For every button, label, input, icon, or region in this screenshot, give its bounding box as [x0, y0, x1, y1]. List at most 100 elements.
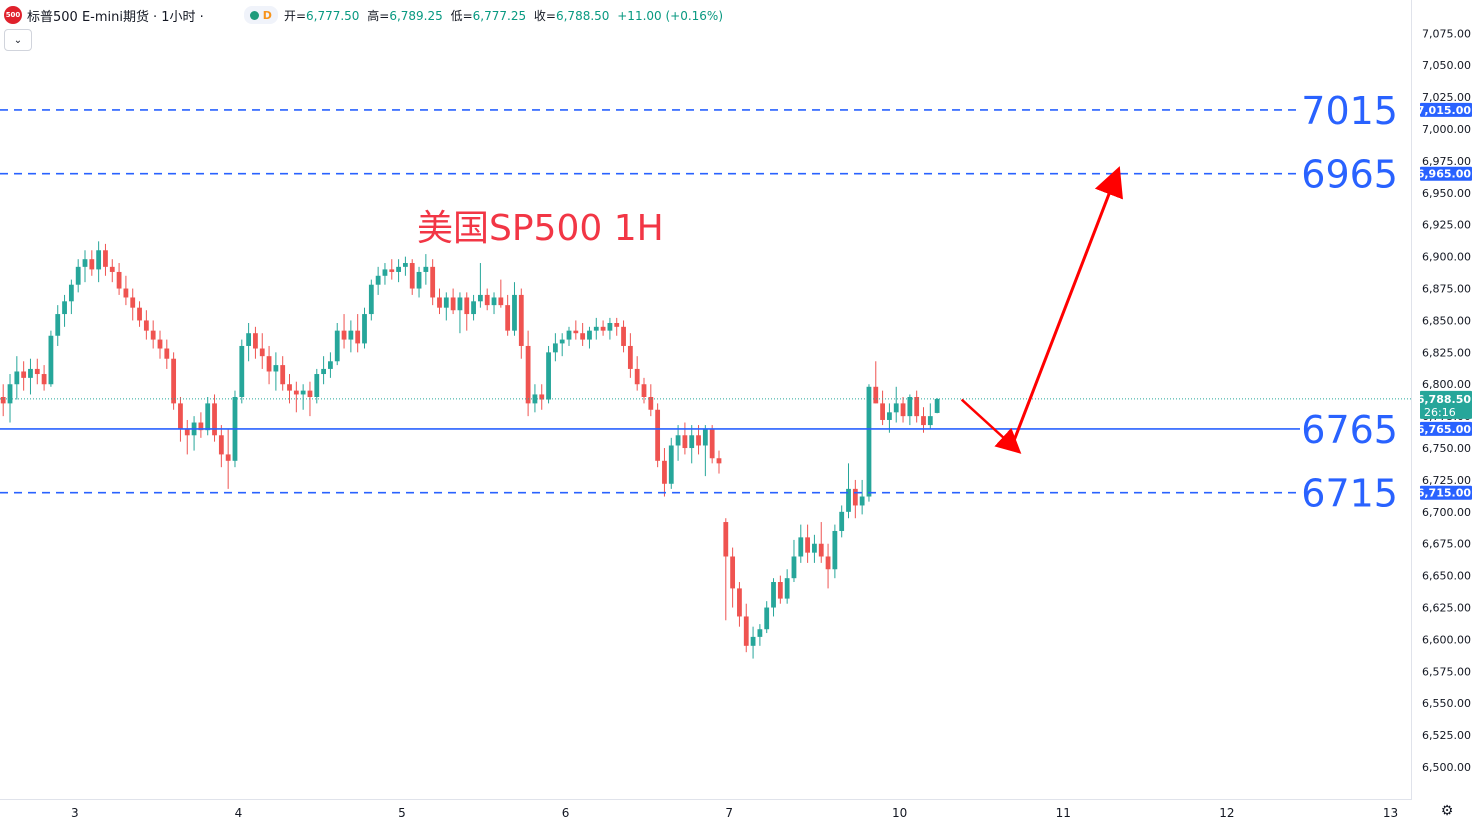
candle-body — [89, 259, 95, 270]
candle — [709, 425, 715, 464]
candle-body — [109, 266, 115, 272]
axis-level-label: 6,765.00 — [1417, 423, 1472, 436]
candle-body — [396, 266, 401, 272]
price-tick-label: 7,000.00 — [1422, 123, 1471, 136]
candle — [900, 397, 906, 423]
candle — [689, 425, 695, 464]
candle-body — [368, 284, 374, 315]
candle-body — [593, 326, 599, 331]
candle-body — [287, 384, 292, 391]
candle — [48, 330, 54, 387]
time-tick-label: 4 — [235, 806, 243, 820]
candle — [675, 425, 681, 461]
candle — [55, 305, 61, 346]
candle-body — [682, 435, 688, 449]
time-tick-label: 11 — [1056, 806, 1071, 820]
candle — [89, 250, 95, 276]
candle-body — [525, 345, 531, 404]
candle — [150, 320, 156, 349]
candle-body — [300, 390, 306, 395]
candle-body — [328, 361, 333, 369]
settings-gear-icon[interactable]: ⚙ — [1440, 803, 1454, 819]
candle — [784, 569, 790, 604]
candle-body — [409, 263, 415, 289]
candle-body — [293, 390, 299, 395]
candle-body — [812, 543, 817, 553]
candle-body — [7, 384, 13, 404]
candle-body — [764, 607, 770, 630]
time-tick-label: 3 — [71, 806, 79, 820]
axis-level-badge — [1420, 102, 1472, 117]
candle — [253, 326, 258, 359]
candle-body — [730, 556, 736, 589]
price-tick-label: 7,050.00 — [1422, 59, 1471, 72]
open-label: 开= — [283, 8, 306, 23]
candle — [7, 374, 13, 423]
candle-body — [341, 330, 347, 340]
candle — [0, 384, 6, 417]
candle-body — [55, 314, 61, 336]
candle — [566, 326, 572, 346]
time-tick-label: 12 — [1219, 806, 1234, 820]
candle-body — [443, 297, 449, 308]
candle-body — [491, 297, 497, 306]
candle-body — [21, 371, 27, 378]
axis-level-badge — [1420, 166, 1472, 181]
candle — [777, 575, 783, 604]
candle-body — [921, 416, 926, 426]
candle — [771, 578, 776, 617]
candle-body — [784, 578, 790, 599]
collapse-legend-button[interactable]: ⌄ — [4, 29, 32, 51]
candle — [546, 345, 551, 404]
candle — [668, 437, 674, 489]
candle-body — [675, 435, 681, 446]
candle-body — [430, 266, 436, 298]
candle-body — [362, 314, 367, 344]
close-value: 6,788.50 — [555, 8, 610, 23]
candle-body — [164, 348, 170, 359]
candle — [825, 543, 831, 589]
change-value: +11.00 (+0.16%) — [617, 8, 724, 23]
candle — [791, 539, 797, 583]
candle — [184, 419, 190, 455]
candle-body — [259, 348, 265, 357]
candle — [443, 292, 449, 321]
candle-body — [143, 320, 149, 331]
candle-body — [130, 297, 136, 308]
market-status-pill[interactable]: D — [243, 6, 278, 24]
candle-body — [668, 445, 674, 484]
candle — [873, 361, 879, 404]
candle-body — [662, 460, 667, 484]
level-label-7015: 7015 — [1301, 89, 1398, 133]
price-tick-label: 7,075.00 — [1422, 27, 1471, 40]
candle — [341, 314, 347, 349]
candle-body — [900, 403, 906, 417]
candle — [368, 279, 374, 321]
candle-body — [723, 522, 729, 557]
candle — [839, 505, 845, 538]
symbol-name[interactable]: 标普500 E-mini期货 — [27, 9, 149, 25]
last-price-label: 6,788.50 — [1417, 393, 1472, 406]
candle — [505, 294, 511, 336]
candle — [328, 352, 333, 378]
level-label-6965: 6965 — [1301, 153, 1398, 197]
candle — [518, 288, 524, 359]
candle-body — [0, 397, 6, 404]
price-tick-label: 6,600.00 — [1422, 633, 1471, 646]
candle — [607, 317, 613, 340]
candle — [648, 384, 654, 417]
low-label: 低= — [450, 8, 473, 23]
candle — [750, 626, 756, 659]
candle-body — [82, 259, 88, 267]
candle — [409, 259, 415, 295]
candle — [225, 428, 231, 489]
interval-label[interactable]: · 1小时 · — [152, 9, 204, 25]
candle — [450, 288, 456, 315]
candle — [832, 524, 838, 579]
candle-body — [437, 297, 442, 308]
candle — [362, 307, 367, 349]
market-open-icon — [249, 10, 259, 20]
candle — [28, 358, 33, 395]
candle — [164, 339, 170, 369]
